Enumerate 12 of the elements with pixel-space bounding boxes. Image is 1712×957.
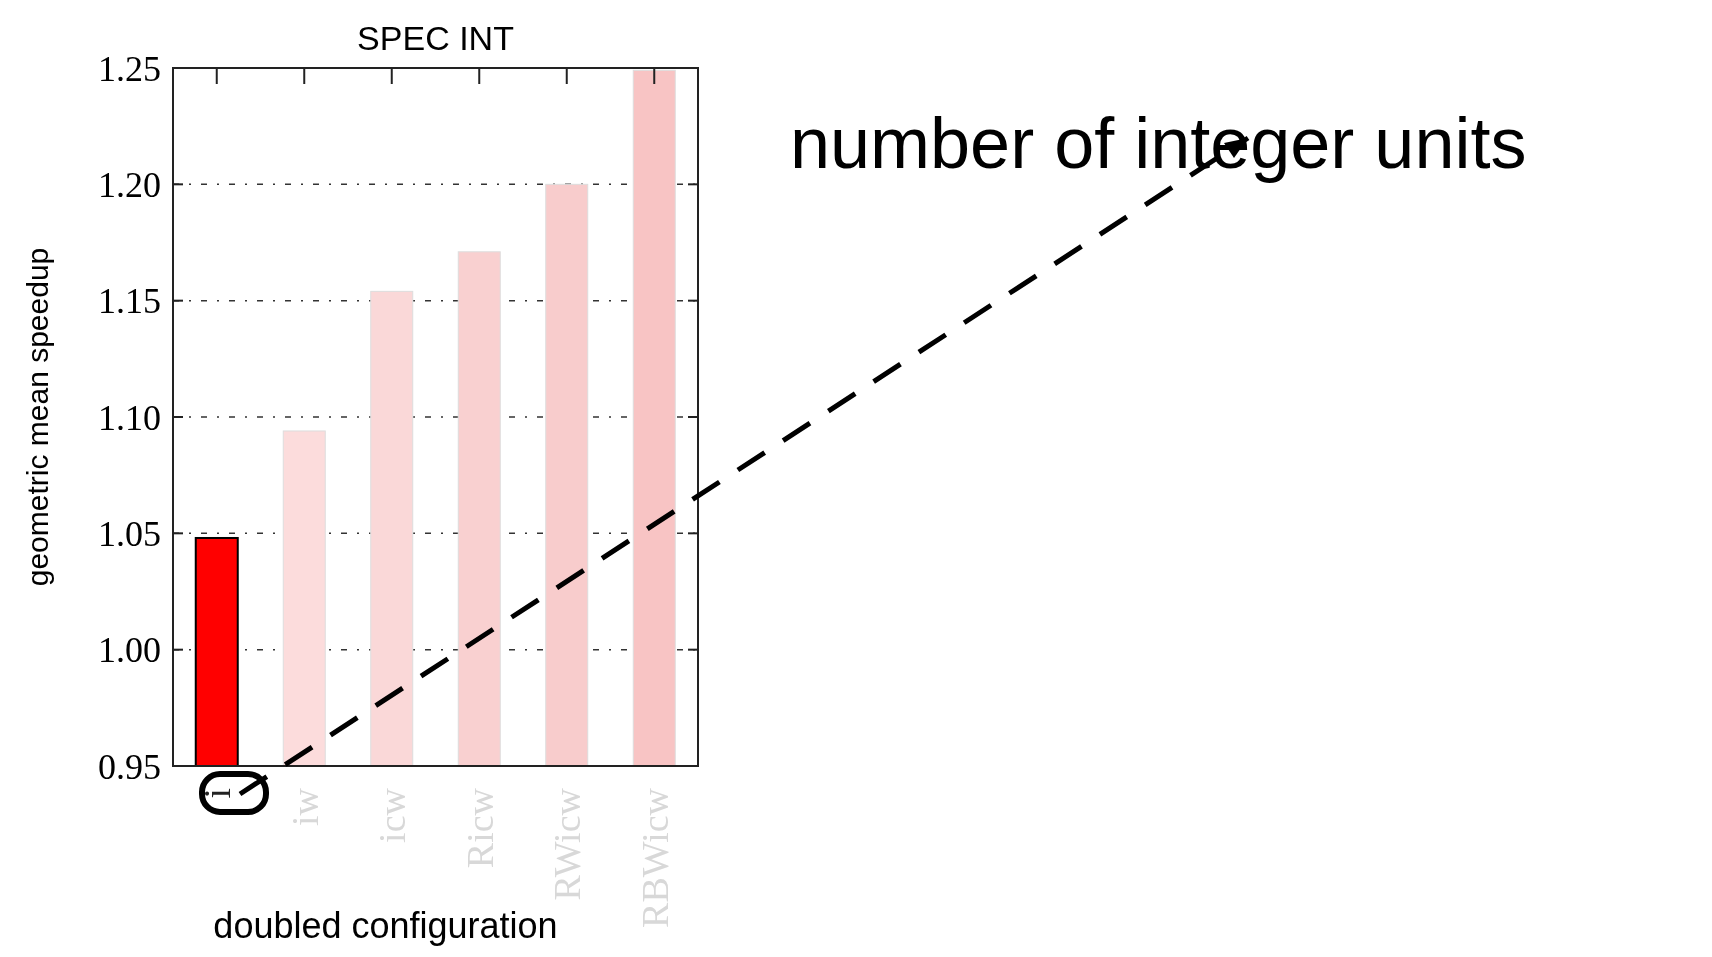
y-tick-label: 1.20 [98, 164, 161, 205]
y-tick-label: 1.15 [98, 281, 161, 322]
x-axis-title: doubled configuration [213, 905, 558, 946]
y-tick-label: 1.25 [98, 48, 161, 89]
chart-title: SPEC INT [357, 19, 514, 57]
y-tick-label: 0.95 [98, 746, 161, 787]
y-tick-label: 1.00 [98, 630, 161, 671]
y-tick-label: 1.10 [98, 397, 161, 438]
text: number of integer units [790, 103, 1527, 183]
y-axis-title: geometric mean speedup [21, 247, 54, 587]
y-tick-label: 1.05 [98, 513, 161, 554]
x-tick-label: i [196, 788, 239, 799]
